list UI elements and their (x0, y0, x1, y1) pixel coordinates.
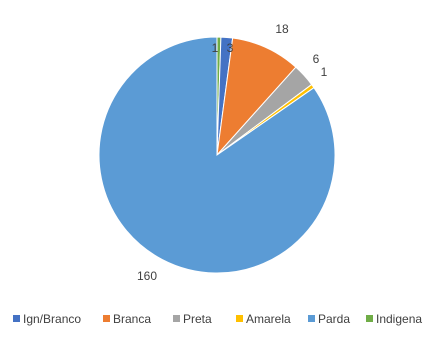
legend-swatch-ign-branco (13, 315, 20, 322)
legend-label-branca: Branca (113, 312, 151, 326)
chart-legend: Ign/Branco Branca Preta Amarela Parda Indigen… (13, 312, 422, 326)
legend-swatch-branca (103, 315, 110, 322)
data-label-preta: 6 (313, 52, 320, 66)
legend-label-parda: Parda (318, 312, 350, 326)
legend-label-ign-branco: Ign/Branco (23, 312, 81, 326)
data-label-branca: 18 (275, 22, 289, 36)
legend-label-preta: Preta (183, 312, 212, 326)
pie-slices (98, 36, 336, 274)
legend-swatch-parda (308, 315, 315, 322)
data-label-amarela: 1 (321, 65, 328, 79)
legend-swatch-amarela (236, 315, 243, 322)
pie-slice-parda (98, 36, 336, 274)
legend-label-indigena: Indigena (376, 312, 422, 326)
data-label-ign-branco: 3 (227, 41, 234, 55)
legend-swatch-indigena (366, 315, 373, 322)
legend-label-amarela: Amarela (246, 312, 291, 326)
data-label-indigena: 1 (212, 41, 219, 55)
data-label-parda: 160 (137, 269, 157, 283)
legend-swatch-preta (173, 315, 180, 322)
